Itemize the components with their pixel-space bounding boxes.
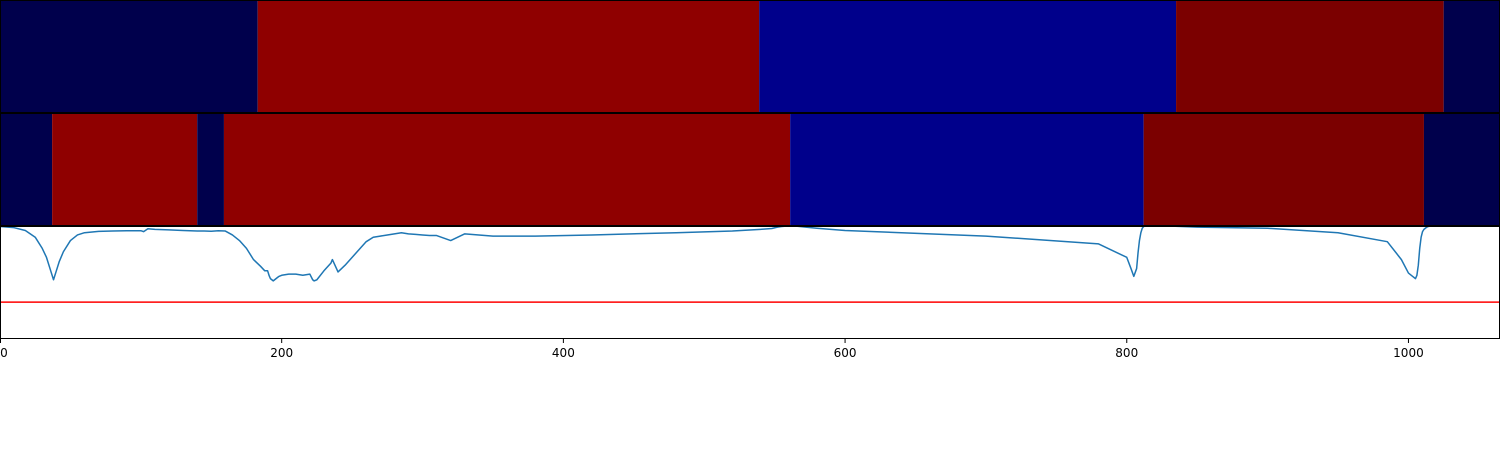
line-panel-background (0, 226, 1500, 338)
heatmap-segment-r0-s4 (1443, 0, 1500, 112)
heatmap-segment-r1-s2 (197, 113, 224, 225)
x-tick-label-600: 600 (834, 346, 857, 360)
heatmap-segment-r1-s4 (790, 113, 1144, 225)
x-tick-label-0: 0 (0, 346, 8, 360)
heatmap-segment-r0-s3 (1176, 0, 1444, 112)
heatmap-segment-r0-s2 (759, 0, 1177, 112)
heatmap-segment-r1-s5 (1143, 113, 1424, 225)
x-axis: 0 200 400 600 800 1000 (0, 338, 1424, 360)
heatmap-segment-r0-s1 (257, 0, 760, 112)
heatmap-row-top (0, 0, 1500, 112)
heatmap-segment-r1-s6 (1423, 113, 1500, 225)
heatmap-segment-r1-s3 (223, 113, 791, 225)
x-tick-label-400: 400 (552, 346, 575, 360)
x-tick-label-200: 200 (270, 346, 293, 360)
line-panel (0, 225, 1500, 338)
heatmap-segment-r1-s1 (52, 113, 198, 225)
heatmap-segment-r0-s0 (0, 0, 258, 112)
heatmap-segment-r1-s0 (0, 113, 53, 225)
heatmap-row-middle (0, 113, 1500, 225)
x-tick-label-800: 800 (1115, 346, 1138, 360)
x-tick-label-1000: 1000 (1393, 346, 1424, 360)
